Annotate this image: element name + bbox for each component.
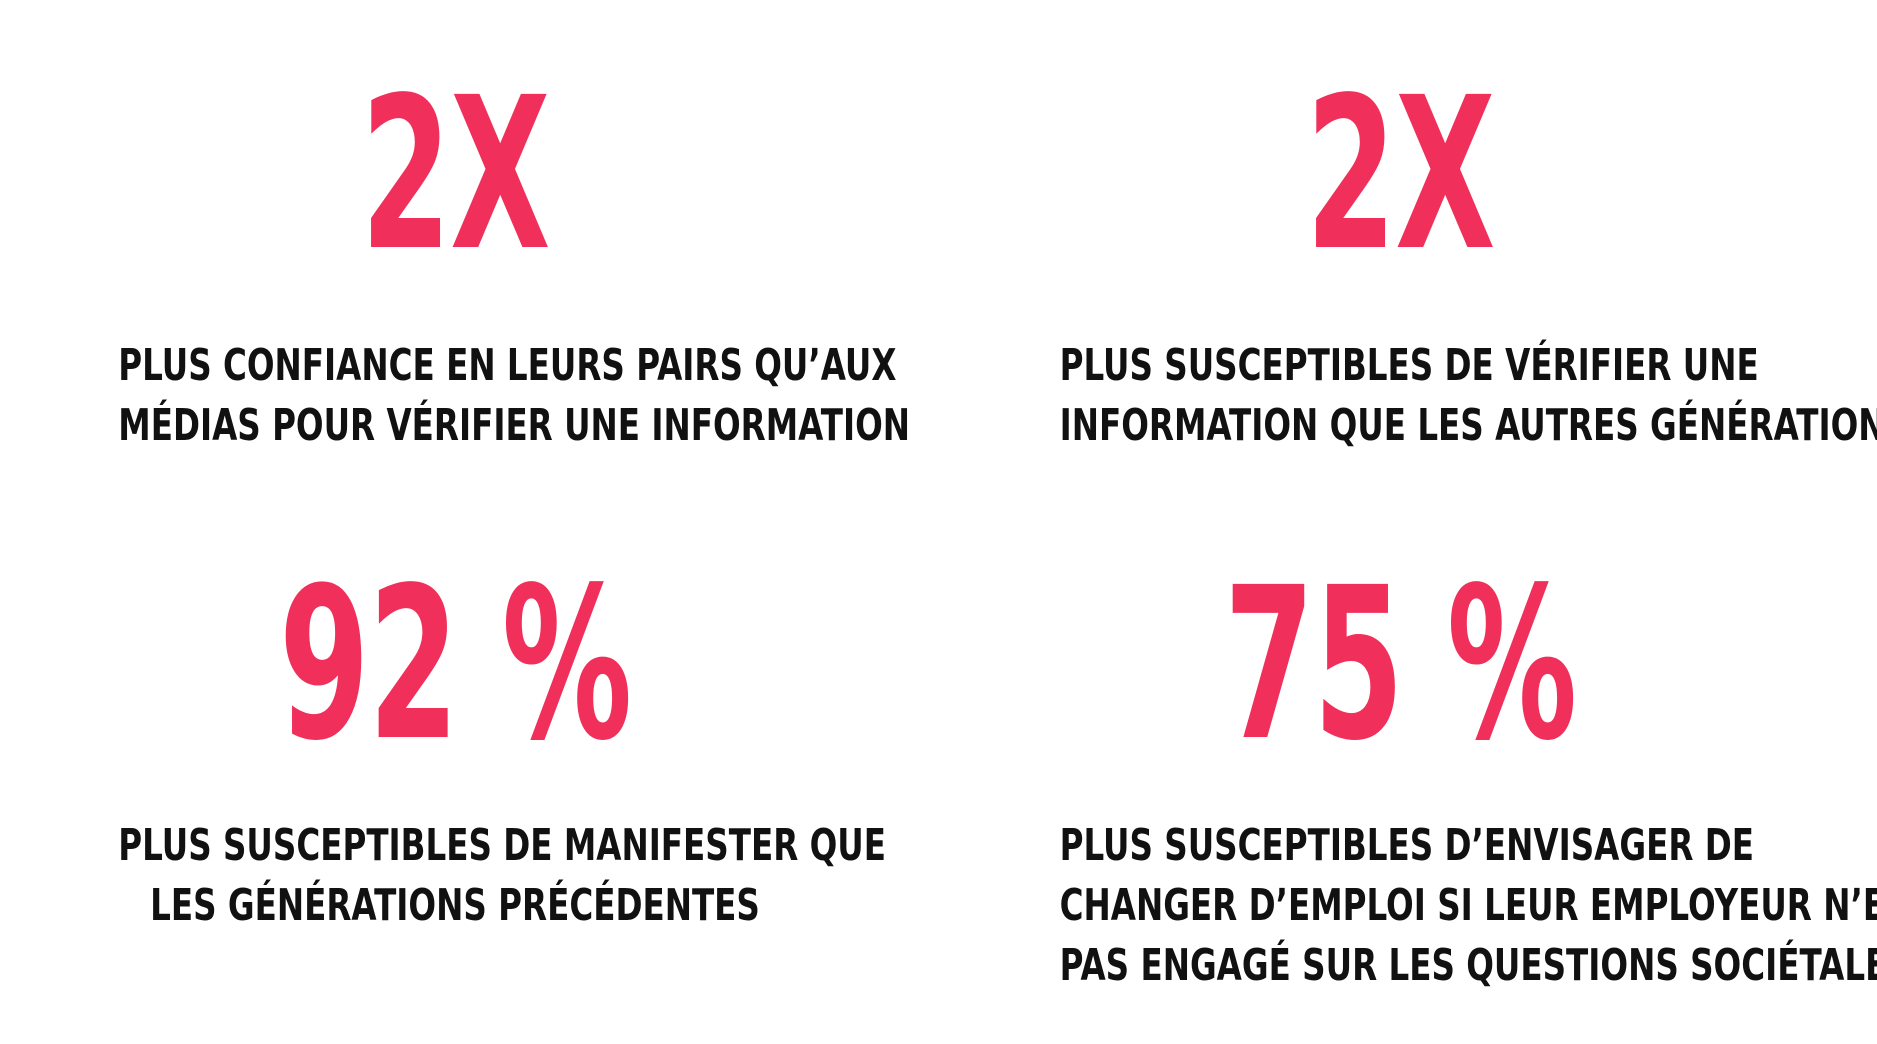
stat-description-line: PLUS SUSCEPTIBLES DE MANIFESTER QUE [118,820,886,871]
stat-description-line: PLUS CONFIANCE EN LEURS PAIRS QU’AUX [118,340,897,391]
stat-description-line: PAS ENGAGÉ SUR LES QUESTIONS SOCIÉTALES [1059,940,1877,991]
stat-value: 2X [1305,52,1496,297]
stat-description-line: CHANGER D’EMPLOI SI LEUR EMPLOYEUR N’EST [1059,880,1877,931]
stat-card-change-job: 75 % PLUS SUSCEPTIBLES D’ENVISAGER DE CH… [940,500,1877,1044]
stat-description-line: INFORMATION QUE LES AUTRES GÉNÉRATIONS [1059,400,1877,451]
stat-card-trust-peers: 2X PLUS CONFIANCE EN LEURS PAIRS QU’AUX … [0,0,910,500]
stat-description: PLUS SUSCEPTIBLES D’ENVISAGER DE CHANGER… [1059,816,1877,996]
stat-description: PLUS CONFIANCE EN LEURS PAIRS QU’AUX MÉD… [118,336,911,456]
stat-card-verify-information: 2X PLUS SUSCEPTIBLES DE VÉRIFIER UNE INF… [940,0,1877,500]
stat-value: 75 % [1223,542,1577,787]
stat-description-line: LES GÉNÉRATIONS PRÉCÉDENTES [150,880,760,931]
stat-description: PLUS SUSCEPTIBLES DE MANIFESTER QUE LES … [118,816,886,936]
stat-description-line: PLUS SUSCEPTIBLES D’ENVISAGER DE [1059,820,1755,871]
stat-card-protest: 92 % PLUS SUSCEPTIBLES DE MANIFESTER QUE… [0,500,910,1044]
stat-value: 92 % [278,542,632,787]
stat-value: 2X [360,52,551,297]
stat-description-line: MÉDIAS POUR VÉRIFIER UNE INFORMATION [118,400,911,451]
stat-description-line: PLUS SUSCEPTIBLES DE VÉRIFIER UNE [1059,340,1759,391]
stat-description: PLUS SUSCEPTIBLES DE VÉRIFIER UNE INFORM… [1059,336,1877,456]
